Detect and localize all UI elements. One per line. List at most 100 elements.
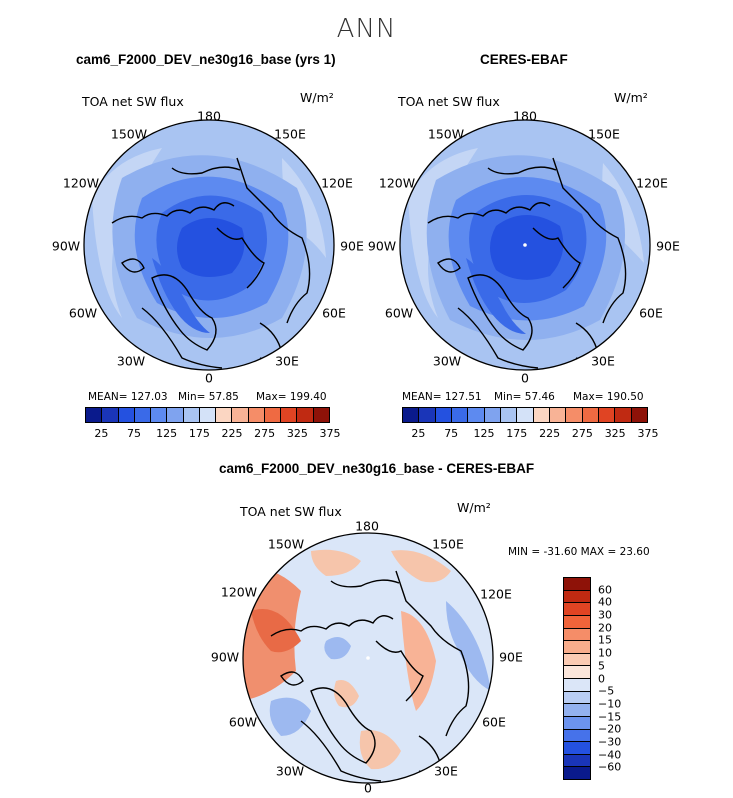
- panel3-lon-150e: 150E: [432, 536, 464, 552]
- panel2-coastlines: [427, 157, 627, 369]
- panel3-colorbar-swatch: [564, 615, 590, 629]
- panel2-colorbar-swatch: [582, 408, 599, 422]
- panel2-lon-120e: 120E: [636, 175, 668, 191]
- panel1-colorbar-tick: 125: [156, 427, 178, 440]
- panel3-units: W/m²: [457, 500, 491, 515]
- panel3-coastlines: [270, 570, 470, 782]
- panel1-colorbar-swatch: [232, 408, 249, 422]
- panel1-lon-180: 180: [197, 108, 221, 124]
- panel1-lon-150e: 150E: [274, 126, 306, 142]
- panel3-cool-east: [446, 601, 491, 691]
- panel1-min: Min= 57.85: [178, 391, 239, 403]
- panel3-lon-150w: 150W: [267, 536, 305, 552]
- panel3-cool-center: [324, 637, 351, 660]
- panel1-lon-150w: 150W: [110, 126, 148, 142]
- panel3-colorbar-swatch: [564, 641, 590, 654]
- panel1-pale-band-east: [282, 158, 326, 258]
- panel3-variable-label: TOA net SW flux: [240, 504, 342, 519]
- panel3-colorbar-swatch: [564, 578, 590, 591]
- panel1-colorbar-swatch: [134, 408, 152, 422]
- panel3-colorbar-tick: −60: [598, 760, 622, 774]
- panel1-colorbar-swatch: [199, 408, 217, 422]
- season-title: ANN: [336, 14, 397, 44]
- panel3-warm-east: [401, 611, 436, 711]
- panel1-mean: MEAN= 127.03: [88, 391, 168, 403]
- panel3-colorbar-swatch: [564, 590, 590, 604]
- panel2-colorbar-swatch: [517, 408, 534, 422]
- panel2-colorbar-swatch: [566, 408, 583, 422]
- panel2-title: CERES-EBAF: [480, 52, 568, 67]
- panel1-lon-30w: 30W: [116, 353, 146, 369]
- panel3-lon-0: 0: [364, 780, 372, 796]
- panel3-lon-120e: 120E: [480, 586, 512, 602]
- panel3-colorbar-swatch: [564, 628, 590, 642]
- panel2-colorbar-swatch: [533, 408, 550, 422]
- panel1-lon-120e: 120E: [321, 175, 353, 191]
- panel3-pink-south: [359, 730, 401, 770]
- panel1-colorbar-swatch: [264, 408, 282, 422]
- panel1-colorbar-swatch: [216, 408, 233, 422]
- panel3-colorbar-tick: −30: [598, 735, 622, 749]
- panel2-colorbar-tick: 175: [506, 427, 528, 440]
- panel2-colorbar-swatch: [549, 408, 567, 422]
- panel2-mean: MEAN= 127.51: [402, 391, 482, 403]
- panel1-greenland: [152, 258, 210, 333]
- panel2-colorbar-tick: 225: [539, 427, 561, 440]
- panel3-pole-marker: [366, 656, 370, 660]
- panel2-colorbar-swatch: [484, 408, 501, 422]
- panel3-colorbar-swatch: [564, 679, 590, 692]
- panel2-colorbar-tick: 125: [473, 427, 495, 440]
- panel1-colorbar-swatch: [313, 408, 329, 422]
- panel3-lon-30e: 30E: [434, 763, 458, 779]
- panel3-title: cam6_F2000_DEV_ne30g16_base - CERES-EBAF: [219, 461, 535, 476]
- panel2-lon-30e: 30E: [591, 353, 615, 369]
- panel3-colorbar-tick: −40: [598, 748, 622, 762]
- panel2-lon-90e: 90E: [656, 238, 680, 254]
- panel2-lon-0: 0: [521, 370, 529, 386]
- panel3-colorbar-swatch: [564, 704, 590, 717]
- panel3-warm-core-west: [251, 609, 301, 653]
- panel3-colorbar-swatch: [564, 767, 590, 779]
- panel2-lon-120w: 120W: [378, 175, 416, 191]
- panel2-colorbar-swatch: [468, 408, 485, 422]
- panel1-lon-120w: 120W: [62, 175, 100, 191]
- panel1-colorbar-swatch: [86, 408, 103, 422]
- panel3-colorbar-tick: −5: [598, 684, 615, 698]
- panel1-colorbar-tick: 75: [127, 427, 141, 440]
- panel1-variable-label: TOA net SW flux: [82, 94, 184, 109]
- panel3-colorbar-tick: 5: [598, 659, 605, 673]
- panel2-map: [399, 119, 651, 371]
- panel3-colorbar-swatch: [564, 653, 590, 667]
- panel2-units: W/m²: [614, 90, 648, 105]
- panel2-colorbar-swatch: [435, 408, 452, 422]
- panel2-pale-band: [408, 148, 478, 318]
- panel1-lon-30e: 30E: [275, 353, 299, 369]
- panel2-max: Max= 190.50: [573, 391, 644, 403]
- panel2-colorbar-tick: 375: [637, 427, 659, 440]
- panel3-pink-greenland: [334, 680, 359, 708]
- panel3-colorbar-swatch: [564, 603, 590, 616]
- panel2-lon-150e: 150E: [588, 126, 620, 142]
- panel2-colorbar-swatch: [451, 408, 469, 422]
- panel3-pink-northeast: [391, 550, 451, 583]
- panel1-lon-90w: 90W: [51, 238, 81, 254]
- panel3-lon-180: 180: [355, 518, 379, 534]
- panel2-colorbar-swatch: [403, 408, 420, 422]
- panel1-colorbar-swatch: [118, 408, 135, 422]
- panel2-lon-30w: 30W: [432, 353, 462, 369]
- panel2-greenland: [466, 258, 526, 334]
- panel3-lon-60w: 60W: [228, 714, 258, 730]
- panel2-lon-60e: 60E: [639, 305, 663, 321]
- panel1-pale-band: [92, 148, 162, 318]
- panel1-colorbar-tick: 375: [319, 427, 341, 440]
- panel3-colorbar-tick: −10: [598, 697, 622, 711]
- panel3-colorbar-swatch: [564, 691, 590, 705]
- panel1-map: [83, 119, 335, 371]
- panel3-colorbar-tick: 20: [598, 621, 612, 635]
- panel3-colorbar-swatch: [564, 729, 590, 743]
- panel2-min: Min= 57.46: [494, 391, 555, 403]
- panel1-lon-90e: 90E: [340, 238, 364, 254]
- panel2-colorbar-swatch: [598, 408, 616, 422]
- panel3-colorbar-tick: 0: [598, 672, 605, 685]
- panel1-colorbar-swatch: [297, 408, 314, 422]
